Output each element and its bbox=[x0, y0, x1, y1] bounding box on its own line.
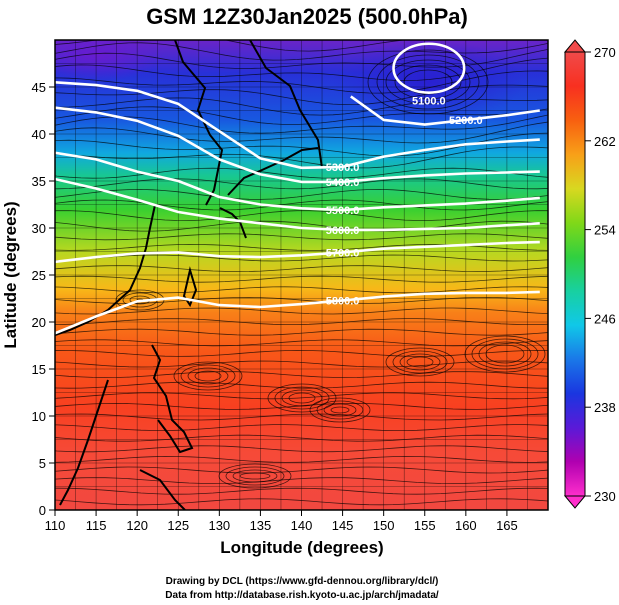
cold-pool-northwest bbox=[55, 40, 165, 81]
y-tick-label: 15 bbox=[32, 362, 46, 377]
credit-drawing: Drawing by DCL (https://www.gfd-dennou.o… bbox=[166, 576, 439, 587]
y-tick-label: 25 bbox=[32, 268, 46, 283]
x-tick-label: 160 bbox=[455, 518, 477, 533]
x-tick-label: 165 bbox=[496, 518, 518, 533]
contour-label: 5600.0 bbox=[326, 225, 360, 237]
eddy-0 bbox=[173, 361, 243, 391]
colorbar-max-arrow bbox=[563, 39, 587, 53]
contour-label: 5700.0 bbox=[326, 247, 360, 259]
eddy-5 bbox=[218, 463, 292, 489]
colorbar-scale bbox=[564, 51, 586, 497]
contour-label: 5400.0 bbox=[326, 177, 360, 189]
x-tick-label: 135 bbox=[250, 518, 272, 533]
x-axis-label: Longitude (degrees) bbox=[220, 538, 383, 557]
contour-line bbox=[55, 151, 540, 212]
eddy-0 bbox=[194, 370, 222, 382]
eddy-3 bbox=[406, 356, 434, 368]
colorbar-tick-label: 246 bbox=[594, 311, 616, 326]
low-circulation bbox=[394, 64, 462, 100]
eddy-2 bbox=[471, 338, 539, 370]
closed-contour-label: 5100.0 bbox=[412, 96, 446, 108]
wind-streamlines bbox=[55, 40, 548, 506]
low-pressure-core bbox=[333, 40, 523, 124]
x-tick-label: 145 bbox=[332, 518, 354, 533]
contour-line bbox=[55, 81, 540, 170]
y-axis-ticks: 0 5 10 15 20 25 30 35 40 45 bbox=[32, 80, 55, 518]
colorbar-tick-label: 262 bbox=[594, 134, 616, 149]
colorbar-ticks: 230 238 246 254 262 270 bbox=[585, 45, 616, 504]
eddy-2 bbox=[464, 335, 546, 373]
eddy-4 bbox=[316, 400, 364, 420]
height-contours: 5200.0 5300.0 5400.0 5500.0 5600.0 5700.0 5800… bbox=[55, 42, 540, 335]
low-circulation bbox=[376, 54, 480, 110]
colorbar-tick-label: 238 bbox=[594, 400, 616, 415]
eddy-4 bbox=[323, 403, 357, 417]
contour-line bbox=[55, 177, 540, 232]
contour-line bbox=[55, 290, 540, 335]
contour-line bbox=[55, 106, 540, 184]
credit-data: Data from http://database.rish.kyoto-u.a… bbox=[165, 590, 439, 601]
low-circulation bbox=[385, 59, 471, 105]
x-tick-label: 110 bbox=[45, 518, 66, 533]
x-tick-label: 125 bbox=[167, 518, 189, 533]
y-tick-label: 35 bbox=[32, 174, 46, 189]
eddy-3 bbox=[399, 353, 441, 371]
low-circulation bbox=[403, 69, 453, 95]
colorbar-tick-label: 230 bbox=[594, 489, 616, 504]
y-tick-label: 30 bbox=[32, 221, 46, 236]
x-tick-label: 120 bbox=[126, 518, 148, 533]
y-tick-label: 45 bbox=[32, 80, 46, 95]
y-tick-label: 10 bbox=[32, 409, 46, 424]
eddy-1 bbox=[281, 389, 323, 407]
x-tick-label: 140 bbox=[291, 518, 313, 533]
y-axis-label: Latitude (degrees) bbox=[1, 201, 20, 348]
eddy-0 bbox=[187, 367, 229, 385]
eddy-1 bbox=[288, 392, 316, 404]
eddy-3 bbox=[385, 347, 455, 377]
contour-label: 5800.0 bbox=[326, 295, 360, 307]
eddy-0 bbox=[180, 364, 236, 388]
colorbar-tick-label: 254 bbox=[594, 223, 616, 238]
contour-line bbox=[55, 240, 540, 264]
contour-label: 5200.0 bbox=[449, 115, 483, 127]
eddy-4 bbox=[330, 406, 350, 414]
colorbar-tick-label: 270 bbox=[594, 45, 616, 60]
x-tick-label: 155 bbox=[414, 518, 436, 533]
eddy-2 bbox=[478, 341, 532, 367]
y-tick-label: 5 bbox=[39, 456, 46, 471]
eddy-5 bbox=[232, 469, 278, 483]
eddy-5 bbox=[239, 472, 271, 480]
eddy-3 bbox=[392, 350, 448, 374]
closed-contour bbox=[392, 42, 466, 94]
y-tick-label: 40 bbox=[32, 127, 46, 142]
coastlines bbox=[55, 40, 323, 510]
y-tick-label: 0 bbox=[39, 503, 46, 518]
x-tick-label: 150 bbox=[373, 518, 395, 533]
x-tick-label: 115 bbox=[86, 518, 107, 533]
low-circulation bbox=[367, 49, 489, 115]
eddy-1 bbox=[274, 386, 330, 410]
contour-line bbox=[350, 95, 540, 126]
colorbar: 230 238 246 254 262 270 bbox=[563, 39, 616, 509]
x-tick-label: 130 bbox=[208, 518, 230, 533]
contour-label: 5300.0 bbox=[326, 162, 360, 174]
grid-lines bbox=[54, 39, 549, 511]
eddy-4 bbox=[309, 397, 371, 423]
x-axis-ticks: 110 115 120 125 130 135 140 145 150 155 160 165 bbox=[45, 510, 518, 533]
eddy-5 bbox=[225, 466, 285, 486]
chart-title: GSM 12Z30Jan2025 (500.0hPa) bbox=[146, 4, 468, 29]
eddy-2 bbox=[485, 344, 525, 364]
plot-area: 5200.0 5300.0 5400.0 5500.0 5600.0 5700.0 5800… bbox=[54, 39, 549, 511]
colorbar-min-arrow bbox=[563, 495, 587, 509]
contour-label: 5500.0 bbox=[326, 205, 360, 217]
y-tick-label: 20 bbox=[32, 315, 46, 330]
